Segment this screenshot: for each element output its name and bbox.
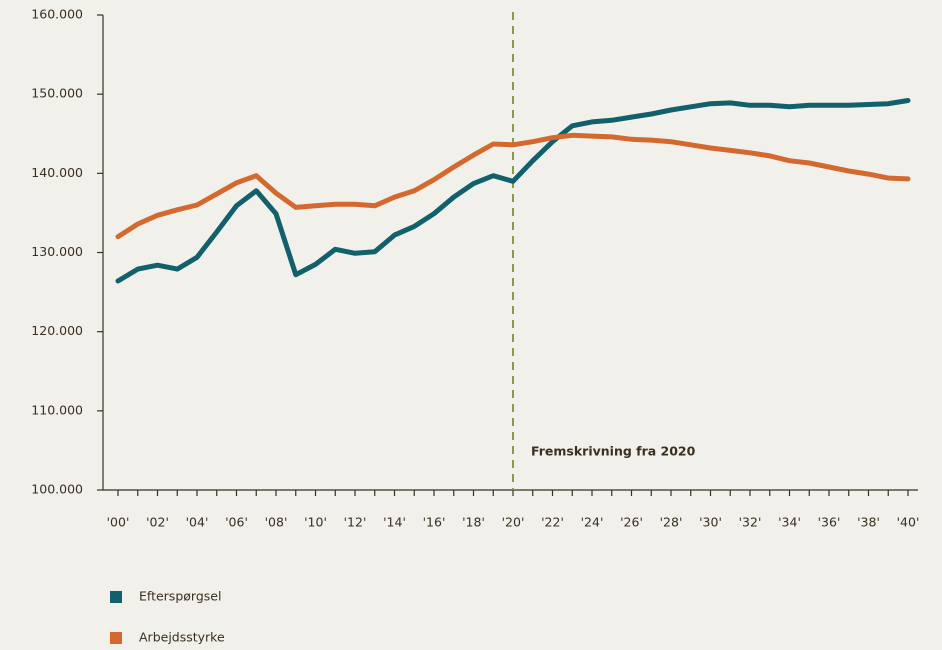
legend-swatch [110,591,122,603]
y-tick-label: 130.000 [31,244,83,259]
x-tick-label: '34' [778,515,801,530]
x-tick-label: '22' [541,515,564,530]
x-tick-label: '32' [739,515,762,530]
y-tick-label: 100.000 [31,482,83,497]
x-tick-label: '12' [344,515,367,530]
x-tick-label: '30' [699,515,722,530]
x-tick-label: '40' [897,515,920,530]
x-tick-label: '02' [146,515,169,530]
annotation: Fremskrivning fra 2020 [531,444,696,459]
x-tick-label: '14' [383,515,406,530]
legend-swatch [110,632,122,644]
legend-label: Efterspørgsel [139,589,221,604]
x-tick-label: '16' [423,515,446,530]
series-line [115,132,911,240]
x-tick-label: '04' [186,515,209,530]
x-tick-label: '08' [265,515,288,530]
x-tick-label: '10' [304,515,327,530]
x-tick-label: '18' [462,515,485,530]
x-tick-label: '24' [581,515,604,530]
y-tick-label: 160.000 [31,7,83,22]
x-tick-label: '26' [620,515,643,530]
y-tick-label: 110.000 [31,402,83,417]
y-tick-label: 150.000 [31,86,83,101]
x-tick-label: '00' [107,515,130,530]
x-tick-label: '36' [818,515,841,530]
x-tick-label: '38' [857,515,880,530]
legend-label: Arbejdsstyrke [139,630,225,645]
y-tick-label: 120.000 [31,323,83,338]
x-tick-label: '20' [502,515,525,530]
x-tick-label: '28' [660,515,683,530]
y-tick-label: 140.000 [31,165,83,180]
x-tick-label: '06' [225,515,248,530]
series-line [115,98,911,284]
